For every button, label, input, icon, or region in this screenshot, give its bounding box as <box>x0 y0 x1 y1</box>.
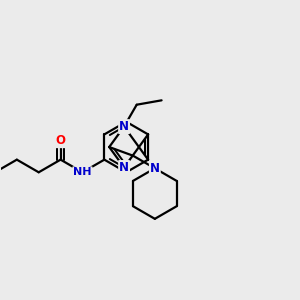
Text: N: N <box>119 161 129 174</box>
Text: N: N <box>150 162 160 175</box>
Text: NH: NH <box>73 167 92 177</box>
Text: O: O <box>56 134 66 147</box>
Text: N: N <box>119 120 129 133</box>
